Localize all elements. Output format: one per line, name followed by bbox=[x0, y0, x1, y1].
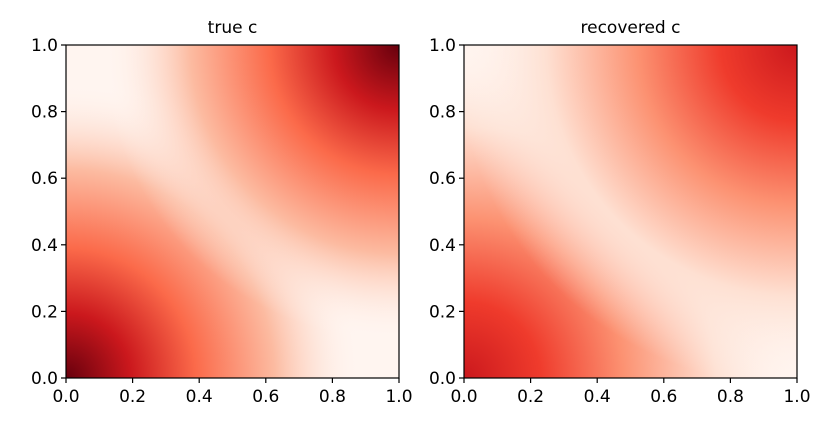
xtick-label-true-c-3: 0.6 bbox=[252, 387, 279, 407]
ytick-label-recovered-c-4: 0.8 bbox=[429, 103, 456, 123]
ytick-label-true-c-3: 0.6 bbox=[31, 169, 58, 189]
xtick-label-recovered-c-3: 0.6 bbox=[650, 387, 677, 407]
heatmap-corner-high-true-c bbox=[66, 45, 399, 378]
ytick-label-true-c-5: 1.0 bbox=[31, 36, 58, 56]
xtick-label-true-c-1: 0.2 bbox=[119, 387, 146, 407]
ytick-label-true-c-0: 0.0 bbox=[31, 369, 58, 389]
xtick-label-true-c-0: 0.0 bbox=[52, 387, 79, 407]
ytick-label-recovered-c-3: 0.6 bbox=[429, 169, 456, 189]
panel-recovered-c: recovered c 0.0 0.2 0.4 0.6 0.8 1.00.00.20.40… bbox=[429, 18, 811, 407]
ytick-label-recovered-c-5: 1.0 bbox=[429, 36, 456, 56]
ytick-label-true-c-1: 0.2 bbox=[31, 302, 58, 322]
xtick-label-recovered-c-5: 1.0 bbox=[783, 387, 810, 407]
ticks-true-c: 0.0 0.2 0.4 0.6 0.8 1.0 0.0 0.2 0.4 0.6 0.8 1.0 bbox=[31, 36, 413, 407]
ticks-recovered-c: 0.0 0.2 0.4 0.6 0.8 1.0 0.0 0.2 0.4 0.6 0.8 1.0 bbox=[429, 36, 811, 407]
panel-true-c: true c 0.0 0.2 0.4 0.6 0.8 1.0 0.0 0.2 0.4 0.6 0.8… bbox=[31, 18, 413, 407]
heatmap-recovered-c bbox=[464, 45, 797, 378]
ytick-label-true-c-2: 0.4 bbox=[31, 236, 58, 256]
heatmap-corner-high-recovered-c bbox=[464, 45, 797, 378]
ytick-label-recovered-c-0: 0.0 bbox=[429, 369, 456, 389]
xtick-label-recovered-c-2: 0.4 bbox=[584, 387, 611, 407]
heatmap-true-c bbox=[66, 45, 399, 378]
xtick-label-true-c-2: 0.4 bbox=[186, 387, 213, 407]
title-true-c: true c bbox=[208, 18, 258, 38]
ytick-label-recovered-c-1: 0.2 bbox=[429, 302, 456, 322]
axes-frame-true-c bbox=[65, 44, 400, 379]
xtick-label-recovered-c-1: 0.2 bbox=[517, 387, 544, 407]
xtick-label-true-c-5: 1.0 bbox=[385, 387, 412, 407]
xtick-label-recovered-c-0: 0.0 bbox=[450, 387, 477, 407]
title-recovered-c: recovered c bbox=[581, 18, 681, 38]
ytick-label-true-c-4: 0.8 bbox=[31, 103, 58, 123]
axes-frame-recovered-c bbox=[463, 44, 798, 379]
ytick-label-recovered-c-2: 0.4 bbox=[429, 236, 456, 256]
xtick-label-recovered-c-4: 0.8 bbox=[717, 387, 744, 407]
xtick-label-true-c-4: 0.8 bbox=[319, 387, 346, 407]
